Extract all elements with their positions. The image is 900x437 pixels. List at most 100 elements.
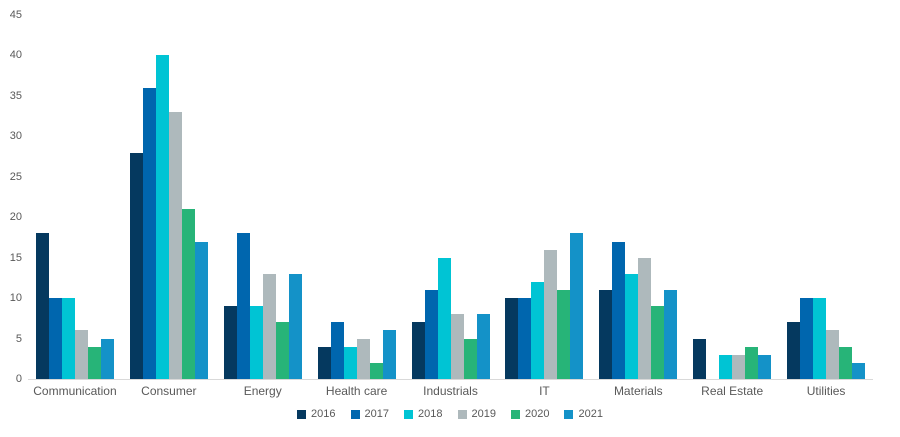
bar-2019	[544, 249, 558, 379]
bar-2017	[424, 290, 438, 379]
legend-label: 2021	[578, 408, 603, 420]
legend-item-2021: 2021	[564, 408, 603, 420]
legend-swatch-icon	[297, 409, 307, 419]
y-tick-label: 10	[9, 292, 22, 305]
legend-swatch-icon	[564, 409, 574, 419]
bar-2019	[826, 330, 840, 379]
y-tick-label: 45	[9, 9, 22, 21]
legend-swatch-icon	[404, 409, 414, 419]
bar-2021	[288, 273, 302, 379]
x-axis-label: Real Estate	[701, 384, 764, 398]
bar-2021	[100, 338, 114, 379]
bar-group-it	[497, 15, 591, 379]
bar-2019	[638, 257, 652, 379]
bar-2021	[570, 233, 584, 379]
bar-2020	[463, 338, 477, 379]
legend-label: 2020	[524, 408, 550, 420]
bar-2019	[732, 354, 746, 379]
y-tick-label: 30	[9, 130, 22, 143]
x-axis-label: Communication	[33, 384, 117, 398]
bar-2016	[787, 322, 801, 379]
bar-2018	[343, 346, 357, 379]
legend-swatch-icon	[457, 409, 467, 419]
x-axis-label: Utilities	[806, 384, 846, 398]
bar-group-utilities	[779, 15, 873, 379]
bar-2018	[249, 306, 263, 379]
y-tick-label: 20	[9, 211, 22, 224]
bar-group-energy	[216, 15, 310, 379]
bar-group-consumer	[122, 15, 216, 379]
bar-2018	[625, 273, 639, 379]
bar-group-materials	[591, 15, 685, 379]
bar-2016	[505, 298, 519, 379]
bar-2019	[74, 330, 88, 379]
x-axis-label: Consumer	[141, 384, 197, 398]
bar-2017	[612, 241, 626, 379]
y-tick-label: 35	[9, 89, 22, 102]
legend-item-2018: 2018	[404, 408, 443, 420]
x-axis-label: Industrials	[423, 384, 478, 398]
bar-group-real-estate	[685, 15, 779, 379]
bar-2018	[813, 298, 827, 379]
legend-swatch-icon	[510, 409, 520, 419]
bar-2017	[518, 298, 532, 379]
bar-2021	[194, 241, 208, 379]
bar-2020	[369, 362, 383, 379]
y-axis: 0 5 10 15 20 25 30 35 40 45	[0, 9, 22, 385]
bar-2019	[450, 314, 464, 379]
bar-2017	[236, 233, 250, 379]
x-axis-label: Materials	[613, 384, 663, 398]
bar-2016	[411, 322, 425, 379]
y-tick-label: 5	[15, 332, 22, 345]
bar-2021	[852, 362, 866, 379]
bar-2021	[758, 354, 772, 379]
y-tick-label: 15	[9, 251, 22, 264]
legend-item-2017: 2017	[350, 408, 390, 420]
bar-2016	[317, 346, 331, 379]
x-axis-label: Energy	[243, 384, 282, 398]
legend-item-2019: 2019	[457, 408, 496, 420]
bar-2017	[142, 87, 156, 379]
bar-2016	[599, 290, 613, 379]
bar-2020	[839, 346, 853, 379]
bar-group-health-care	[310, 15, 404, 379]
bar-2018	[437, 257, 451, 379]
bar-2019	[168, 112, 182, 379]
bar-2016	[35, 233, 49, 379]
bar-2020	[181, 209, 195, 379]
bar-2017	[48, 298, 62, 379]
x-axis-labels: Communication Consumer Energy Health care In…	[28, 384, 873, 398]
bar-2021	[476, 314, 490, 379]
legend: 2016 2017 2018 2019 2020 2021	[0, 408, 900, 420]
bar-2017	[800, 298, 814, 379]
bar-2017	[330, 322, 344, 379]
bar-2020	[557, 290, 571, 379]
legend-item-2020: 2020	[510, 408, 550, 420]
legend-item-2016: 2016	[297, 408, 336, 420]
bar-2021	[382, 330, 396, 379]
bar-2018	[155, 55, 169, 379]
bar-2020	[745, 346, 759, 379]
legend-label: 2016	[311, 408, 336, 420]
bar-group-communication	[28, 15, 122, 379]
bar-2020	[651, 306, 665, 379]
bar-2018	[719, 354, 733, 379]
legend-label: 2017	[364, 408, 390, 420]
bar-2016	[693, 338, 707, 379]
bar-2018	[61, 298, 75, 379]
plot-area	[28, 15, 873, 380]
legend-swatch-icon	[350, 409, 360, 419]
bar-2019	[262, 273, 276, 379]
x-axis-label: Health care	[325, 384, 388, 398]
bar-2020	[87, 346, 101, 379]
y-tick-label: 0	[15, 373, 22, 385]
legend-label: 2018	[418, 408, 443, 420]
bar-2016	[129, 152, 143, 379]
y-tick-label: 25	[9, 170, 22, 183]
bar-2020	[275, 322, 289, 379]
x-axis-label: IT	[539, 384, 550, 398]
bar-2018	[531, 281, 545, 379]
legend-label: 2019	[471, 408, 496, 420]
bar-2016	[223, 306, 237, 379]
